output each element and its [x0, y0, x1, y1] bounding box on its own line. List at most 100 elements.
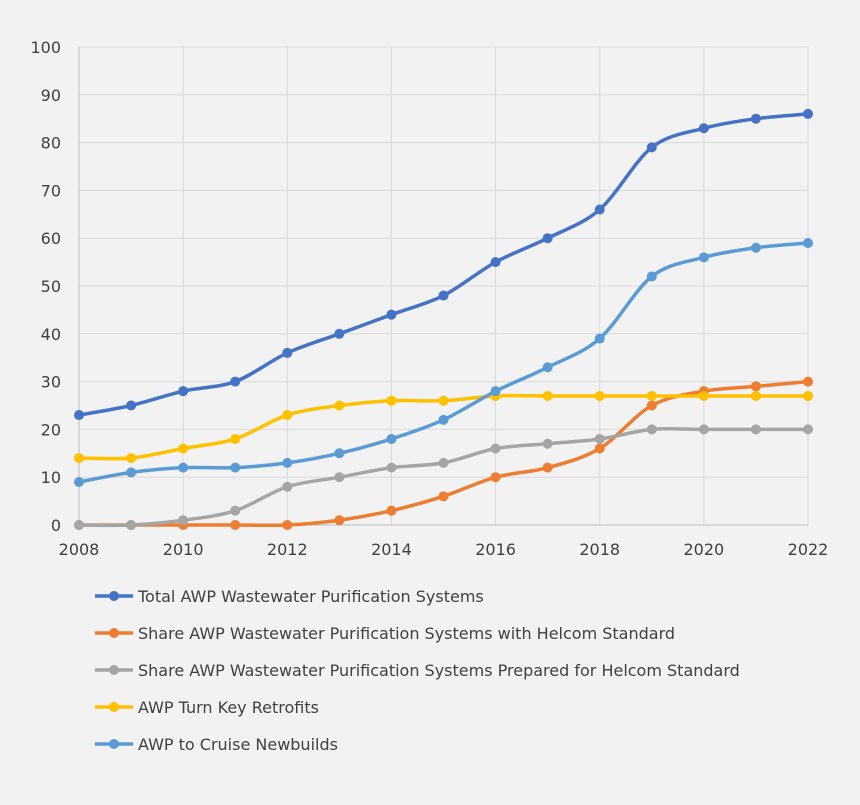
data-point — [438, 491, 449, 502]
data-point — [803, 424, 813, 435]
legend-label: Share AWP Wastewater Purification System… — [138, 661, 740, 680]
series-1 — [74, 108, 813, 421]
legend-entry: Total AWP Wastewater Purification System… — [95, 587, 484, 606]
data-point — [74, 520, 84, 530]
data-point — [594, 333, 605, 344]
data-point — [594, 443, 605, 454]
legend-label: AWP to Cruise Newbuilds — [138, 735, 338, 754]
series-3 — [74, 424, 813, 530]
data-point — [646, 142, 657, 153]
data-point — [126, 400, 137, 411]
data-point — [750, 381, 761, 392]
y-tick-label: 40 — [41, 325, 61, 344]
x-tick-label: 2010 — [163, 540, 204, 559]
data-point — [803, 390, 813, 401]
data-point — [230, 462, 241, 473]
data-point — [126, 453, 137, 464]
data-point — [126, 520, 137, 530]
data-point — [178, 443, 189, 454]
x-axis-ticks: 2008 2010 2012 2014 2016 2018 2020 2022 — [59, 540, 829, 559]
series-5 — [74, 237, 813, 487]
legend-point-marker — [109, 702, 119, 712]
data-point — [438, 395, 449, 406]
x-tick-label: 2020 — [683, 540, 724, 559]
data-point — [698, 424, 709, 435]
data-point — [282, 457, 293, 468]
x-tick-label: 2016 — [475, 540, 516, 559]
data-point — [750, 113, 761, 124]
data-point — [282, 520, 293, 530]
y-tick-label: 90 — [41, 86, 61, 105]
data-point — [282, 410, 293, 421]
legend-entry: AWP to Cruise Newbuilds — [95, 735, 338, 754]
data-point — [74, 410, 84, 421]
legend-point-marker — [109, 665, 119, 675]
data-point — [438, 414, 449, 425]
data-point — [282, 481, 293, 492]
legend-entry: Share AWP Wastewater Purification System… — [95, 624, 675, 643]
data-point — [594, 433, 605, 444]
data-point — [646, 271, 657, 282]
data-point — [386, 433, 397, 444]
y-tick-label: 0 — [51, 516, 61, 535]
y-axis-ticks: 0 10 20 30 40 50 60 70 80 90 100 — [30, 38, 61, 535]
data-point — [334, 400, 345, 411]
y-tick-label: 100 — [30, 38, 61, 57]
data-point — [178, 386, 189, 397]
legend: Total AWP Wastewater Purification System… — [95, 587, 740, 754]
y-tick-label: 50 — [41, 277, 61, 296]
series-lines — [74, 108, 813, 530]
data-point — [594, 390, 605, 401]
data-point — [698, 123, 709, 134]
data-point — [646, 400, 657, 411]
data-point — [698, 390, 709, 401]
data-point — [334, 448, 345, 459]
legend-label: Total AWP Wastewater Purification System… — [137, 587, 484, 606]
data-point — [750, 390, 761, 401]
data-point — [230, 520, 241, 530]
y-tick-label: 70 — [41, 181, 61, 200]
x-tick-label: 2012 — [267, 540, 308, 559]
data-point — [178, 462, 189, 473]
data-point — [490, 443, 501, 454]
data-point — [126, 467, 137, 478]
data-point — [542, 233, 553, 244]
data-point — [438, 290, 449, 301]
x-tick-label: 2022 — [788, 540, 829, 559]
series-line — [77, 112, 810, 417]
data-point — [698, 252, 709, 263]
legend-label: Share AWP Wastewater Purification System… — [138, 624, 675, 643]
data-point — [386, 462, 397, 473]
data-point — [386, 395, 397, 406]
gridlines — [78, 46, 809, 526]
data-point — [334, 328, 345, 339]
data-point — [750, 424, 761, 435]
y-tick-label: 60 — [41, 229, 61, 248]
legend-entry: Share AWP Wastewater Purification System… — [95, 661, 740, 680]
data-point — [803, 376, 813, 387]
data-point — [74, 476, 84, 487]
data-point — [334, 472, 345, 483]
data-point — [334, 515, 345, 526]
data-point — [490, 257, 501, 268]
data-point — [542, 362, 553, 373]
data-point — [803, 108, 813, 119]
data-point — [490, 472, 501, 483]
legend-entry: AWP Turn Key Retrofits — [95, 698, 319, 717]
data-point — [542, 390, 553, 401]
data-point — [438, 457, 449, 468]
x-tick-label: 2018 — [579, 540, 620, 559]
x-tick-label: 2008 — [59, 540, 100, 559]
data-point — [803, 237, 813, 248]
data-point — [230, 505, 241, 516]
data-point — [542, 438, 553, 449]
data-point — [646, 424, 657, 435]
data-point — [386, 309, 397, 320]
legend-point-marker — [109, 628, 119, 638]
data-point — [542, 462, 553, 473]
data-point — [74, 453, 84, 464]
y-tick-label: 30 — [41, 373, 61, 392]
data-point — [490, 386, 501, 397]
data-point — [178, 515, 189, 526]
